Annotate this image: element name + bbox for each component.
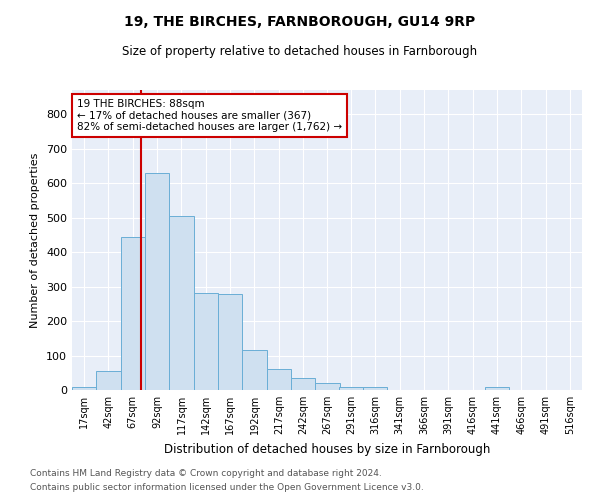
- Bar: [242, 350, 266, 390]
- Bar: [339, 386, 363, 390]
- Text: 19, THE BIRCHES, FARNBOROUGH, GU14 9RP: 19, THE BIRCHES, FARNBOROUGH, GU14 9RP: [124, 15, 476, 29]
- X-axis label: Distribution of detached houses by size in Farnborough: Distribution of detached houses by size …: [164, 442, 490, 456]
- Bar: [194, 294, 218, 390]
- Bar: [267, 368, 291, 390]
- Bar: [145, 173, 169, 390]
- Y-axis label: Number of detached properties: Number of detached properties: [31, 152, 40, 328]
- Text: Size of property relative to detached houses in Farnborough: Size of property relative to detached ho…: [122, 45, 478, 58]
- Bar: [169, 216, 194, 390]
- Bar: [485, 387, 509, 390]
- Bar: [121, 236, 145, 390]
- Bar: [97, 371, 121, 390]
- Text: Contains HM Land Registry data © Crown copyright and database right 2024.: Contains HM Land Registry data © Crown c…: [30, 468, 382, 477]
- Text: Contains public sector information licensed under the Open Government Licence v3: Contains public sector information licen…: [30, 484, 424, 492]
- Bar: [363, 387, 387, 390]
- Bar: [291, 378, 315, 390]
- Text: 19 THE BIRCHES: 88sqm
← 17% of detached houses are smaller (367)
82% of semi-det: 19 THE BIRCHES: 88sqm ← 17% of detached …: [77, 99, 342, 132]
- Bar: [218, 294, 242, 390]
- Bar: [72, 386, 96, 390]
- Bar: [316, 383, 340, 390]
